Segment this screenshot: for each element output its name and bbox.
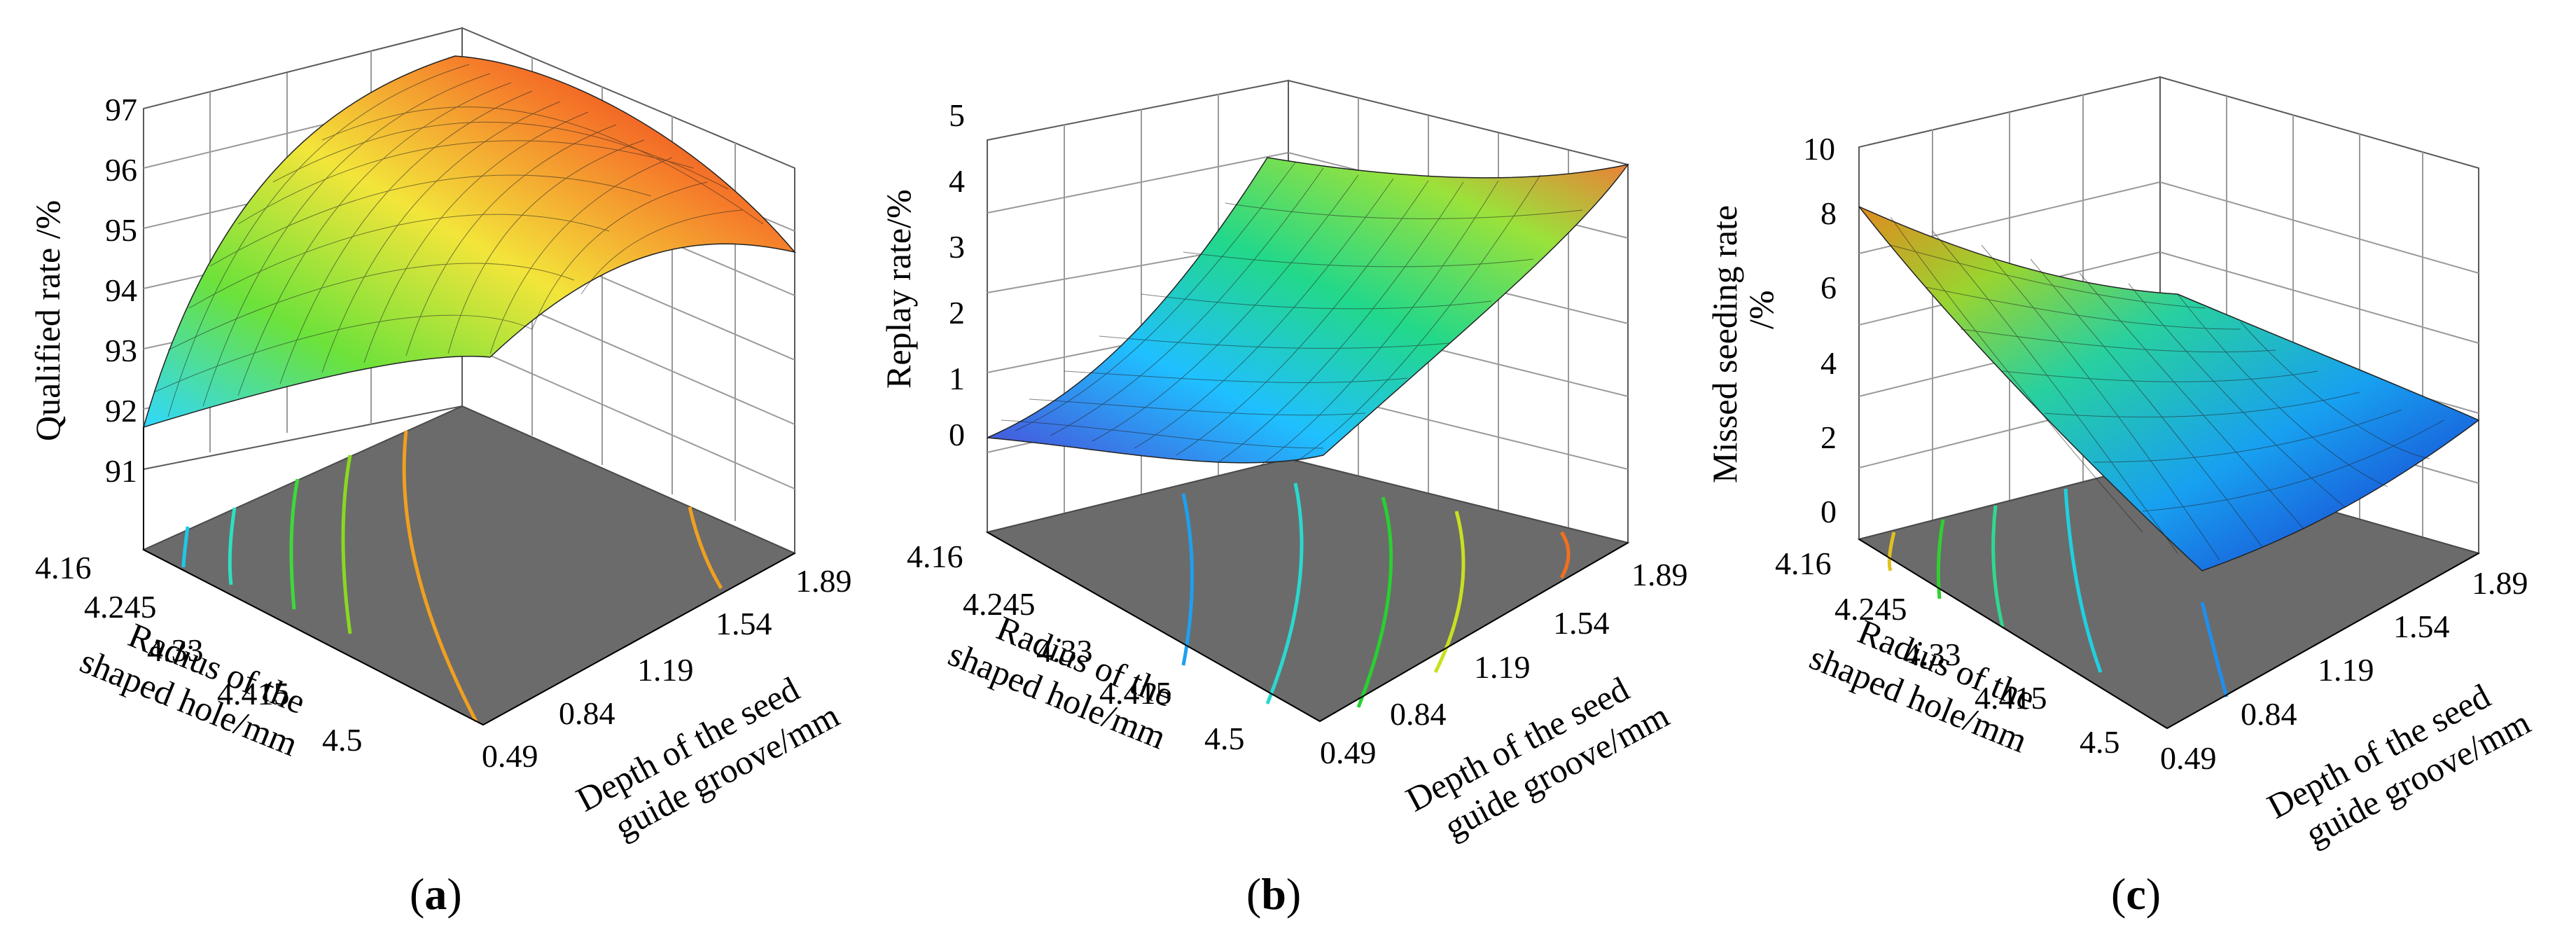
panel-b-label: (b): [1246, 869, 1301, 919]
panel-a-y-tick: 0.84: [559, 695, 615, 731]
panel-a-label: (a): [410, 869, 462, 919]
panel-c-x-tick: 4.245: [1834, 591, 1907, 627]
panel-c-z-tick: 4: [1820, 345, 1837, 381]
panel-a-z-axis-title: Qualified rate /%: [28, 200, 67, 441]
panel-c-surface: [1858, 206, 2480, 571]
panel-c-x-tick: 4.5: [2080, 724, 2120, 760]
panel-a-z-ticks: 97 96 95 94 93 92 91: [105, 92, 137, 489]
panel-a-z-tick: 93: [105, 333, 137, 368]
panel-c-z-axis-title: Missed seeding rate /%: [1705, 205, 1781, 483]
svg-text:/%: /%: [1741, 290, 1781, 329]
panel-a-x-axis-title: Radius of the shaped hole/mm: [75, 615, 311, 763]
panel-a-y-tick: 1.89: [795, 563, 852, 599]
panel-a-y-tick: 1.19: [637, 652, 694, 688]
panel-c-label: (c): [2111, 869, 2161, 919]
panel-a-x-tick: 4.245: [84, 589, 157, 625]
panel-b-z-ticks: 5 4 3 2 1 0: [949, 97, 965, 452]
panel-b-contours: [1181, 483, 1571, 708]
panel-b-y-axis-title: Depth of the seed guide groove/mm: [1400, 669, 1676, 846]
panel-b-x-ticks: 4.16 4.245 4.33 4.415 4.5: [907, 539, 1245, 756]
panel-a-x-tick: 4.5: [322, 722, 363, 758]
panel-c-contours: [1887, 488, 2229, 698]
panel-a-x-tick: 4.16: [35, 550, 92, 585]
panel-c-z-tick: 8: [1820, 195, 1837, 231]
panel-b-x-tick: 4.5: [1204, 721, 1245, 756]
panel-a-z-tick: 92: [105, 393, 137, 429]
panel-c-z-tick: 2: [1820, 419, 1837, 455]
panel-b-z-axis-title: Replay rate/%: [879, 189, 918, 389]
panel-a-y-ticks: 0.49 0.84 1.19 1.54 1.89: [482, 563, 852, 774]
panel-c-y-tick: 0.84: [2241, 696, 2297, 732]
panel-c-floor-edges: [1858, 539, 2479, 729]
panel-b: 5 4 3 2 1 0 Replay rate/% 4.16 4.245 4.3…: [879, 79, 1688, 919]
panel-c-x-ticks: 4.16 4.245 4.33 4.415 4.5: [1775, 546, 2120, 760]
panel-a-contours: [181, 430, 723, 723]
panel-b-z-tick: 0: [949, 417, 965, 452]
panel-c: 10 8 6 4 2 0 Missed seeding rate /% 4.16…: [1705, 76, 2537, 919]
panel-c-x-tick: 4.415: [1975, 680, 2047, 716]
panel-c-x-tick: 4.16: [1775, 546, 1832, 581]
panel-b-floor: [985, 457, 1630, 723]
panel-a-y-axis-title: Depth of the seed guide groove/mm: [570, 669, 846, 846]
panel-a-y-tick: 1.54: [716, 606, 772, 641]
panel-b-z-tick: 3: [949, 229, 965, 265]
panel-c-y-axis-title: Depth of the seed guide groove/mm: [2261, 676, 2537, 853]
panel-c-y-tick: 1.19: [2318, 652, 2374, 688]
panel-a-surface: [142, 55, 797, 429]
panel-b-y-ticks: 0.49 0.84 1.19 1.54 1.89: [1320, 557, 1688, 770]
panel-b-x-tick: 4.245: [963, 586, 1036, 622]
panel-b-x-tick: 4.16: [907, 539, 963, 574]
panel-b-floor-edges: [987, 532, 1629, 722]
panel-c-z-tick: 6: [1820, 270, 1837, 305]
panel-a-z-tick: 96: [105, 152, 137, 188]
panel-b-x-tick: 4.33: [1036, 633, 1093, 669]
panel-c-y-ticks: 0.49 0.84 1.19 1.54 1.89: [2160, 565, 2528, 776]
panel-b-z-tick: 2: [949, 295, 965, 331]
panel-b-z-tick: 5: [949, 97, 965, 133]
panel-c-y-tick: 1.54: [2393, 609, 2450, 644]
panel-c-z-tick: 0: [1820, 494, 1837, 529]
panel-c-z-tick: 10: [1803, 131, 1835, 167]
panel-b-surface: [987, 157, 1629, 466]
panel-c-x-tick: 4.33: [1905, 637, 1961, 672]
panel-a-z-tick: 91: [105, 453, 137, 489]
panel-a-z-tick: 94: [105, 272, 137, 308]
panel-a-z-tick: 97: [105, 92, 137, 127]
panel-b-y-tick: 1.19: [1474, 649, 1531, 685]
panel-a-x-tick: 4.415: [217, 676, 290, 712]
panel-b-z-tick: 4: [949, 163, 965, 199]
svg-text:Missed seeding rate: Missed seeding rate: [1705, 205, 1744, 483]
panel-b-y-tick: 0.49: [1320, 735, 1377, 770]
panel-a-z-tick: 95: [105, 212, 137, 248]
panel-c-y-tick: 1.89: [2472, 565, 2528, 601]
panel-b-y-tick: 1.54: [1553, 605, 1610, 641]
panel-a-y-tick: 0.49: [482, 738, 538, 774]
panel-b-y-tick: 0.84: [1390, 696, 1447, 732]
panel-a-x-ticks: 4.16 4.245 4.33 4.415 4.5: [35, 550, 363, 758]
panel-a-x-tick: 4.33: [147, 632, 204, 668]
panel-c-z-ticks: 10 8 6 4 2 0: [1803, 131, 1837, 529]
panel-a-floor-edges: [143, 427, 795, 726]
panel-a: 97 96 95 94 93 92 91 Qualified rate /% 4…: [28, 27, 852, 919]
panel-b-z-tick: 1: [949, 361, 965, 396]
panel-b-x-tick: 4.415: [1099, 675, 1172, 711]
panel-c-y-tick: 0.49: [2160, 740, 2217, 776]
panel-b-y-tick: 1.89: [1631, 557, 1688, 592]
